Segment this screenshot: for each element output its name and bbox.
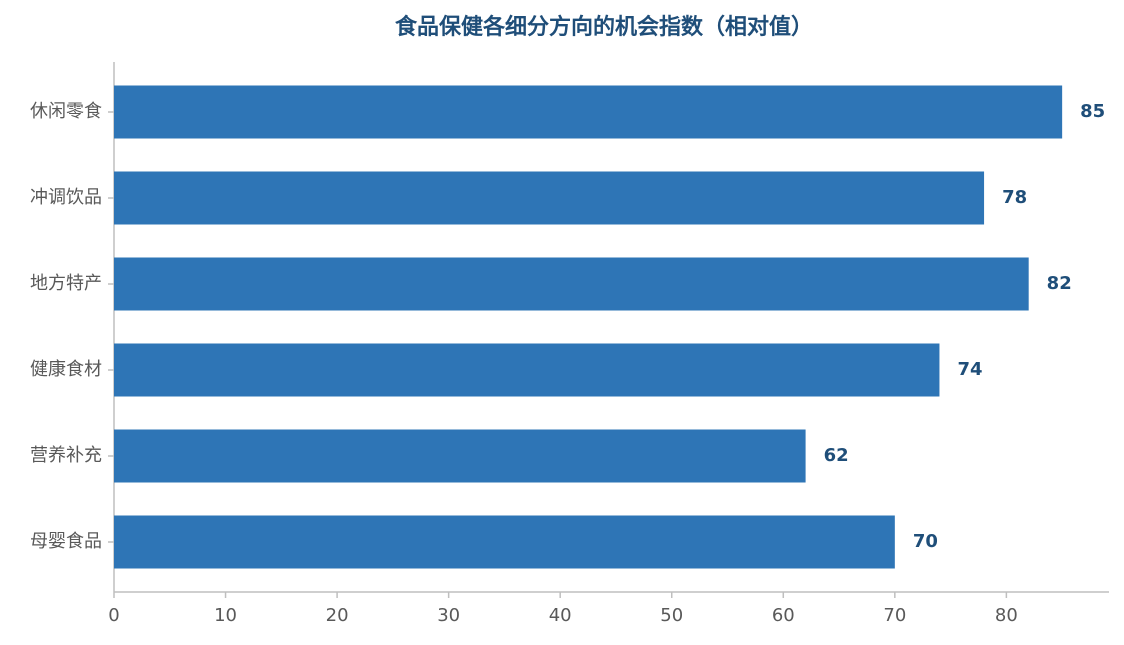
x-tick-label: 10 <box>214 605 237 626</box>
x-tick-label: 70 <box>883 605 906 626</box>
y-tick-label: 营养补充 <box>30 445 102 466</box>
value-label: 70 <box>913 531 938 552</box>
bar <box>114 171 985 225</box>
bar <box>114 85 1063 139</box>
value-label: 82 <box>1047 273 1072 294</box>
value-label: 62 <box>824 445 849 466</box>
y-tick-label: 冲调饮品 <box>30 187 102 208</box>
value-label: 78 <box>1002 187 1027 208</box>
chart-title: 食品保健各细分方向的机会指数（相对值） <box>395 14 813 40</box>
x-tick-label: 60 <box>772 605 795 626</box>
value-label: 74 <box>957 359 982 380</box>
x-tick-label: 30 <box>437 605 460 626</box>
value-label: 85 <box>1080 101 1105 122</box>
y-tick-label: 母婴食品 <box>30 531 102 552</box>
y-tick-label: 健康食材 <box>30 359 102 380</box>
bar <box>114 515 895 569</box>
x-tick-label: 80 <box>995 605 1018 626</box>
x-tick-label: 40 <box>549 605 572 626</box>
bar <box>114 429 806 483</box>
y-tick-label: 休闲零食 <box>30 101 102 122</box>
x-tick-label: 20 <box>326 605 349 626</box>
bar <box>114 343 940 397</box>
x-tick-label: 0 <box>108 605 119 626</box>
x-tick-label: 50 <box>660 605 683 626</box>
bar <box>114 257 1029 311</box>
y-tick-label: 地方特产 <box>30 273 102 294</box>
